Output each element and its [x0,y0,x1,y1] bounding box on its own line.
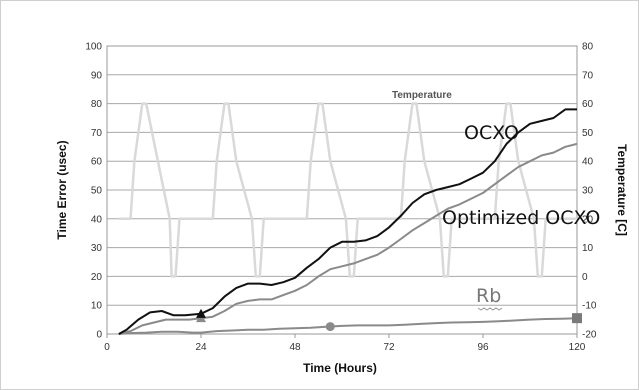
series-line-temperature [118,102,577,278]
y2-tick-label: 20 [582,214,594,225]
y2-axis-label: Temperature [C] [615,144,629,236]
tick-labels: 0 10 20 30 40 50 60 70 80 90 100 -20 -10 0 10 20 30 40 50 6… [85,42,597,354]
y-tick-label: 70 [91,128,103,139]
y-tick-label: 100 [85,42,102,53]
optimized-ocxo-annotation: Optimized OCXO [442,207,600,229]
y2-tick-label: 70 [582,70,594,81]
y-tick-label: 90 [91,70,103,81]
series-line-optimized [118,142,578,335]
x-tick-label: 24 [195,342,207,353]
plot-area-border [106,45,578,335]
y2-tick-label: 40 [582,157,594,168]
series-lines [118,102,578,335]
marker-ocxo [196,308,206,318]
series-line-rb [118,317,578,335]
rb-squiggle [477,307,503,311]
x-axis-label: Time (Hours) [303,361,377,375]
y2-tick-label: 10 [582,243,594,254]
y2-tick-label: -20 [582,330,597,341]
y-tick-label: 30 [91,243,103,254]
x-tick-label: 72 [383,342,395,353]
y2-tick-label: 30 [582,186,594,197]
y2-tick-label: 50 [582,128,594,139]
end-marker-rb [572,313,582,324]
marker-rb [325,322,335,332]
temperature-annotation: Temperature [392,90,452,101]
y-axis-label: Time Error (usec) [55,140,69,239]
y-tick-label: 0 [96,330,102,341]
y-tick-label: 60 [91,157,103,168]
y2-tick-label: -10 [582,301,597,312]
y-tick-label: 80 [91,99,103,110]
y2-tick-label: 0 [582,272,588,283]
y2-tick-label: 60 [582,99,594,110]
x-tick-label: 48 [289,342,301,353]
series-line-ocxo [118,108,577,335]
y-tick-label: 20 [91,272,103,283]
rb-annotation: Rb [476,285,501,307]
y-tick-label: 40 [91,214,103,225]
series-markers [196,308,582,332]
ocxo-annotation: OCXO [464,122,519,144]
y2-tick-label: 80 [582,42,594,53]
x-tick-label: 96 [477,342,489,353]
y-tick-label: 50 [91,186,103,197]
x-tick-label: 0 [104,342,110,353]
y-tick-label: 10 [91,301,103,312]
x-tick-label: 120 [569,342,586,353]
